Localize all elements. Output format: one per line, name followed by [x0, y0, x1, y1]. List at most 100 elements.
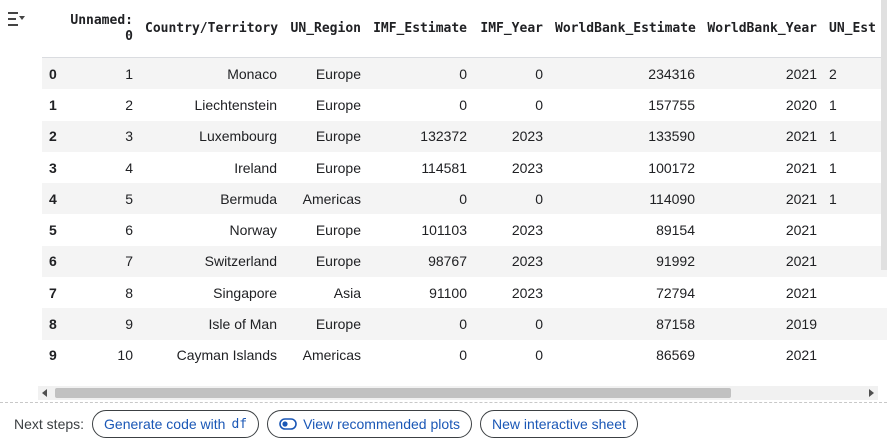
row-index: 5 [42, 214, 64, 246]
table-cell: 9 [64, 308, 139, 340]
table-cell: 2021 [701, 120, 823, 152]
row-index: 7 [42, 277, 64, 309]
table-cell: Americas [283, 183, 367, 215]
table-cell: Europe [283, 245, 367, 278]
table-cell: Isle of Man [139, 308, 283, 340]
table-cell: Europe [283, 308, 367, 340]
row-index: 2 [42, 120, 64, 152]
table-cell: Europe [283, 120, 367, 152]
column-header[interactable]: WorldBank_Year [701, 0, 823, 58]
table-cell: 1 [823, 183, 887, 215]
table-cell: 10 [64, 339, 139, 371]
scrollbar-thumb[interactable] [55, 388, 731, 398]
table-cell: 7 [64, 245, 139, 278]
column-header[interactable]: IMF_Estimate [367, 0, 473, 58]
table-cell: Luxembourg [139, 120, 283, 152]
row-index: 6 [42, 245, 64, 278]
table-cell: 1 [823, 89, 887, 121]
column-header[interactable]: UN_Region [283, 0, 367, 58]
table-cell [823, 308, 887, 340]
table-cell: 2021 [701, 339, 823, 371]
generate-code-label: Generate code with [104, 416, 226, 432]
generate-code-button[interactable]: Generate code with df [92, 410, 260, 438]
generate-code-variable: df [231, 416, 248, 432]
view-recommended-plots-button[interactable]: View recommended plots [267, 410, 473, 438]
table-cell: 3 [64, 120, 139, 152]
table-cell [823, 214, 887, 246]
table-cell: 2021 [701, 277, 823, 309]
table-row: 2 3 Luxembourg Europe 132372 2023 133590… [42, 120, 887, 152]
row-index: 0 [42, 57, 64, 90]
table-cell: 89154 [549, 214, 701, 246]
table-cell: 0 [473, 339, 549, 371]
table-cell: 2021 [701, 151, 823, 184]
table-cell: 2 [64, 89, 139, 121]
table-cell: 87158 [549, 308, 701, 340]
column-header[interactable]: Country/Territory [139, 0, 283, 58]
table-cell: 132372 [367, 120, 473, 152]
table-cell: 2023 [473, 245, 549, 278]
table-cell: 0 [367, 183, 473, 215]
row-index: 8 [42, 308, 64, 340]
dataframe-table: Unnamed: 0 Country/Territory UN_Region I… [42, 0, 887, 385]
table-cell: Europe [283, 57, 367, 90]
new-interactive-sheet-label: New interactive sheet [492, 416, 626, 432]
table-cell: Monaco [139, 57, 283, 90]
horizontal-scrollbar[interactable] [38, 386, 878, 400]
table-cell: Cayman Islands [139, 339, 283, 371]
toggle-icon [279, 418, 297, 430]
table-cell: Asia [283, 277, 367, 309]
table-cell: 0 [367, 57, 473, 90]
scroll-right-arrow-icon[interactable] [869, 389, 874, 397]
table-cell: 0 [367, 308, 473, 340]
table-cell: Europe [283, 151, 367, 184]
table-cell [823, 245, 887, 278]
table-cell: 2021 [701, 214, 823, 246]
table-cell: 2 [823, 57, 887, 90]
table-cell: 2019 [701, 308, 823, 340]
table-cell: 114090 [549, 183, 701, 215]
table-cell: 100172 [549, 151, 701, 184]
scroll-left-arrow-icon[interactable] [42, 389, 47, 397]
table-row: 7 8 Singapore Asia 91100 2023 72794 2021 [42, 277, 887, 309]
table-cell: 0 [473, 57, 549, 90]
new-interactive-sheet-button[interactable]: New interactive sheet [480, 410, 638, 438]
divider [0, 402, 887, 403]
row-index: 9 [42, 339, 64, 371]
table-cell: 2021 [701, 183, 823, 215]
table-cell: 91100 [367, 277, 473, 309]
table-cell: 2023 [473, 277, 549, 309]
column-header[interactable]: IMF_Year [473, 0, 549, 58]
table-cell: 157755 [549, 89, 701, 121]
table-cell: Europe [283, 89, 367, 121]
column-header[interactable]: Unnamed: 0 [64, 0, 139, 58]
table-cell: Norway [139, 214, 283, 246]
table-cell: 98767 [367, 245, 473, 278]
table-cell: 133590 [549, 120, 701, 152]
table-row: 6 7 Switzerland Europe 98767 2023 91992 … [42, 245, 887, 278]
table-cell: 2023 [473, 151, 549, 184]
table-cell: Liechtenstein [139, 89, 283, 121]
table-row: 9 10 Cayman Islands Americas 0 0 86569 2… [42, 339, 887, 371]
table-cell: 0 [473, 183, 549, 215]
table-row: 1 2 Liechtenstein Europe 0 0 157755 2020… [42, 89, 887, 121]
table-cell: 1 [823, 151, 887, 184]
table-cell: 0 [473, 308, 549, 340]
table-cell: Ireland [139, 151, 283, 184]
row-index: 3 [42, 151, 64, 184]
filter-list-icon[interactable] [6, 8, 28, 30]
vertical-scrollbar[interactable] [881, 0, 887, 270]
table-cell: 101103 [367, 214, 473, 246]
table-row: 0 1 Monaco Europe 0 0 234316 2021 2 [42, 57, 887, 90]
table-cell: 0 [473, 89, 549, 121]
table-cell: 114581 [367, 151, 473, 184]
table-cell: 8 [64, 277, 139, 309]
table-row: 4 5 Bermuda Americas 0 0 114090 2021 1 [42, 183, 887, 215]
column-header[interactable]: UN_Est [823, 0, 887, 58]
table-cell: 4 [64, 151, 139, 184]
next-steps-bar: Next steps: Generate code with df View r… [14, 410, 638, 438]
table-cell: 2021 [701, 57, 823, 90]
column-header[interactable]: WorldBank_Estimate [549, 0, 701, 58]
table-row: 5 6 Norway Europe 101103 2023 89154 2021 [42, 214, 887, 246]
table-cell: 234316 [549, 57, 701, 90]
